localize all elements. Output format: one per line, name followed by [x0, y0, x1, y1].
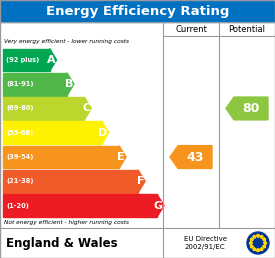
Text: Not energy efficient - higher running costs: Not energy efficient - higher running co… [4, 220, 129, 225]
Polygon shape [256, 234, 260, 237]
Text: C: C [82, 103, 90, 114]
Polygon shape [67, 73, 74, 95]
Text: B: B [65, 79, 73, 89]
Text: E: E [117, 152, 125, 162]
Bar [3, 97, 84, 120]
Text: 80: 80 [242, 102, 260, 115]
Bar [3, 170, 138, 193]
Text: Current: Current [175, 25, 207, 34]
Text: England & Wales: England & Wales [6, 237, 118, 249]
Polygon shape [253, 235, 256, 238]
Bar [3, 121, 102, 144]
Polygon shape [256, 248, 260, 252]
Bar [0, 22, 275, 228]
Polygon shape [263, 238, 266, 241]
Text: Very energy efficient - lower running costs: Very energy efficient - lower running co… [4, 39, 129, 44]
Text: (55-68): (55-68) [6, 130, 33, 136]
Text: F: F [137, 176, 144, 186]
Text: Potential: Potential [229, 25, 265, 34]
Polygon shape [50, 49, 57, 71]
Polygon shape [263, 241, 267, 245]
Polygon shape [119, 146, 126, 168]
Text: G: G [154, 201, 163, 211]
Text: (1-20): (1-20) [6, 203, 29, 209]
Text: EU Directive: EU Directive [183, 236, 227, 242]
Text: D: D [98, 128, 108, 138]
Polygon shape [260, 235, 263, 238]
Bar [3, 194, 157, 217]
Text: 43: 43 [186, 150, 204, 164]
Bar [0, 0, 275, 22]
Polygon shape [249, 241, 252, 245]
Bar [3, 49, 49, 71]
Bar [3, 146, 119, 168]
Polygon shape [102, 121, 109, 144]
Circle shape [247, 232, 269, 254]
Polygon shape [84, 97, 91, 120]
Text: (92 plus): (92 plus) [6, 57, 39, 63]
Text: (81-91): (81-91) [6, 81, 34, 87]
Polygon shape [250, 238, 254, 241]
Text: 2002/91/EC: 2002/91/EC [185, 244, 225, 250]
Polygon shape [226, 97, 268, 120]
Polygon shape [157, 194, 164, 217]
Text: (21-38): (21-38) [6, 178, 34, 184]
Bar [3, 73, 67, 95]
Text: A: A [47, 55, 56, 65]
Polygon shape [263, 245, 266, 248]
Polygon shape [250, 245, 254, 248]
Polygon shape [253, 247, 256, 251]
Polygon shape [260, 247, 263, 251]
Text: Energy Efficiency Rating: Energy Efficiency Rating [46, 4, 229, 18]
Bar [0, 228, 275, 258]
Polygon shape [170, 146, 212, 168]
Text: (39-54): (39-54) [6, 154, 33, 160]
Polygon shape [138, 170, 145, 193]
Text: (69-80): (69-80) [6, 106, 34, 111]
